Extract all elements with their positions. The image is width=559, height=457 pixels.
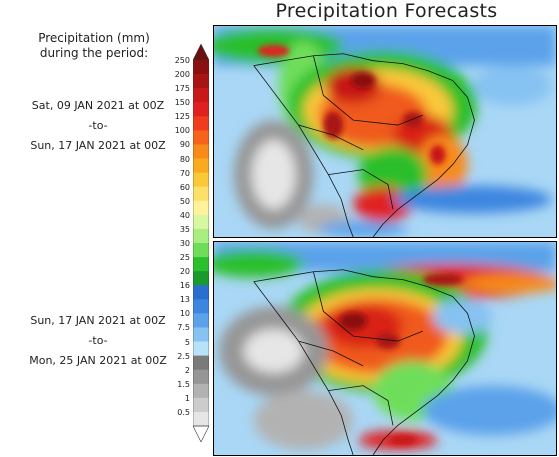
colorbar-swatch bbox=[193, 214, 209, 230]
period-label-2: Sun, 17 JAN 2021 at 00Z -to- Mon, 25 JAN… bbox=[18, 311, 178, 371]
colorbar-swatch bbox=[193, 299, 209, 314]
colorbar-tick-label: 35 bbox=[179, 224, 190, 234]
colorbar-outline bbox=[193, 59, 209, 427]
colorbar-swatch bbox=[193, 355, 209, 370]
colorbar-swatch bbox=[193, 313, 209, 328]
colorbar-swatch bbox=[193, 130, 209, 145]
map-panel-period-1 bbox=[213, 25, 557, 238]
colorbar-tick-label: 10 bbox=[179, 309, 190, 319]
colorbar-tick-label: 16 bbox=[179, 281, 190, 291]
precip-map-1 bbox=[214, 26, 556, 237]
colorbar-swatch bbox=[193, 285, 209, 300]
colorbar-swatch bbox=[193, 397, 209, 413]
colorbar-swatch bbox=[193, 341, 209, 356]
colorbar-swatch bbox=[193, 228, 209, 244]
colorbar-swatch bbox=[193, 158, 209, 173]
colorbar-min-triangle bbox=[193, 425, 209, 442]
colorbar-swatch bbox=[193, 271, 209, 286]
colorbar-tick-label: 60 bbox=[179, 182, 190, 192]
colorbar-swatch bbox=[193, 327, 209, 342]
legend-title-line2: during the period: bbox=[39, 46, 149, 60]
colorbar-swatch bbox=[193, 257, 209, 272]
colorbar-tick-label: 25 bbox=[179, 253, 190, 263]
colorbar-tick-label: 2.5 bbox=[177, 351, 190, 361]
period-1-start: Sat, 09 JAN 2021 at 00Z bbox=[31, 99, 165, 112]
colorbar-swatch bbox=[193, 369, 209, 385]
colorbar-tick-label: 1.5 bbox=[177, 379, 190, 389]
page-title: Precipitation Forecasts bbox=[275, 0, 498, 22]
colorbar-tick-label: 70 bbox=[179, 168, 190, 178]
colorbar-tick-label: 90 bbox=[179, 140, 190, 150]
period-2-end: Mon, 25 JAN 2021 at 00Z bbox=[29, 354, 167, 367]
colorbar-tick-label: 40 bbox=[179, 210, 190, 220]
period-1-sep: -to- bbox=[88, 119, 108, 132]
period-1-end: Sun, 17 JAN 2021 at 00Z bbox=[30, 139, 166, 152]
colorbar-swatch bbox=[193, 186, 209, 202]
colorbar-tick-label: 100 bbox=[174, 126, 190, 136]
colorbar-swatch bbox=[193, 200, 209, 216]
colorbar-tick-label: 0.5 bbox=[177, 407, 190, 417]
colorbar-tick-label: 7.5 bbox=[177, 323, 190, 333]
colorbar-tick-label: 1 bbox=[184, 393, 190, 403]
colorbar-swatch bbox=[193, 411, 209, 427]
colorbar-tick-label: 13 bbox=[179, 295, 190, 305]
colorbar-tick-label: 175 bbox=[174, 84, 190, 94]
period-2-sep: -to- bbox=[88, 334, 108, 347]
colorbar-tick-label: 80 bbox=[179, 154, 190, 164]
colorbar-swatch bbox=[193, 383, 209, 399]
period-2-start: Sun, 17 JAN 2021 at 00Z bbox=[30, 314, 166, 327]
colorbar-tick-label: 20 bbox=[179, 267, 190, 277]
colorbar-swatch bbox=[193, 102, 209, 117]
colorbar-swatch bbox=[193, 116, 209, 131]
colorbar-swatch bbox=[193, 60, 209, 75]
colorbar bbox=[193, 44, 209, 442]
colorbar-tick-label: 5 bbox=[184, 337, 190, 347]
colorbar-tick-label: 150 bbox=[174, 98, 190, 108]
colorbar-tick-label: 30 bbox=[179, 239, 190, 248]
colorbar-tick-label: 125 bbox=[174, 112, 190, 122]
map-panel-period-2 bbox=[213, 241, 557, 456]
legend-title-line1: Precipitation (mm) bbox=[38, 31, 150, 45]
colorbar-swatch bbox=[193, 144, 209, 159]
legend-title: Precipitation (mm) during the period: bbox=[14, 31, 174, 61]
precip-cores-2 bbox=[339, 273, 463, 446]
precip-map-2 bbox=[214, 242, 556, 455]
colorbar-swatch bbox=[193, 88, 209, 103]
colorbar-max-triangle bbox=[193, 44, 209, 61]
colorbar-tick-label: 200 bbox=[174, 70, 190, 80]
period-label-1: Sat, 09 JAN 2021 at 00Z -to- Sun, 17 JAN… bbox=[18, 96, 178, 156]
country-borders-2 bbox=[253, 269, 475, 455]
colorbar-swatch bbox=[193, 74, 209, 89]
colorbar-tick-label: 2 bbox=[184, 365, 190, 375]
colorbar-swatch bbox=[193, 172, 209, 187]
precip-cores-1 bbox=[257, 44, 446, 165]
colorbar-tick-label: 50 bbox=[179, 196, 190, 206]
country-borders-1 bbox=[253, 53, 475, 237]
precip-field-1 bbox=[214, 26, 556, 237]
colorbar-tick-label: 250 bbox=[174, 56, 190, 65]
colorbar-swatch bbox=[193, 243, 209, 258]
